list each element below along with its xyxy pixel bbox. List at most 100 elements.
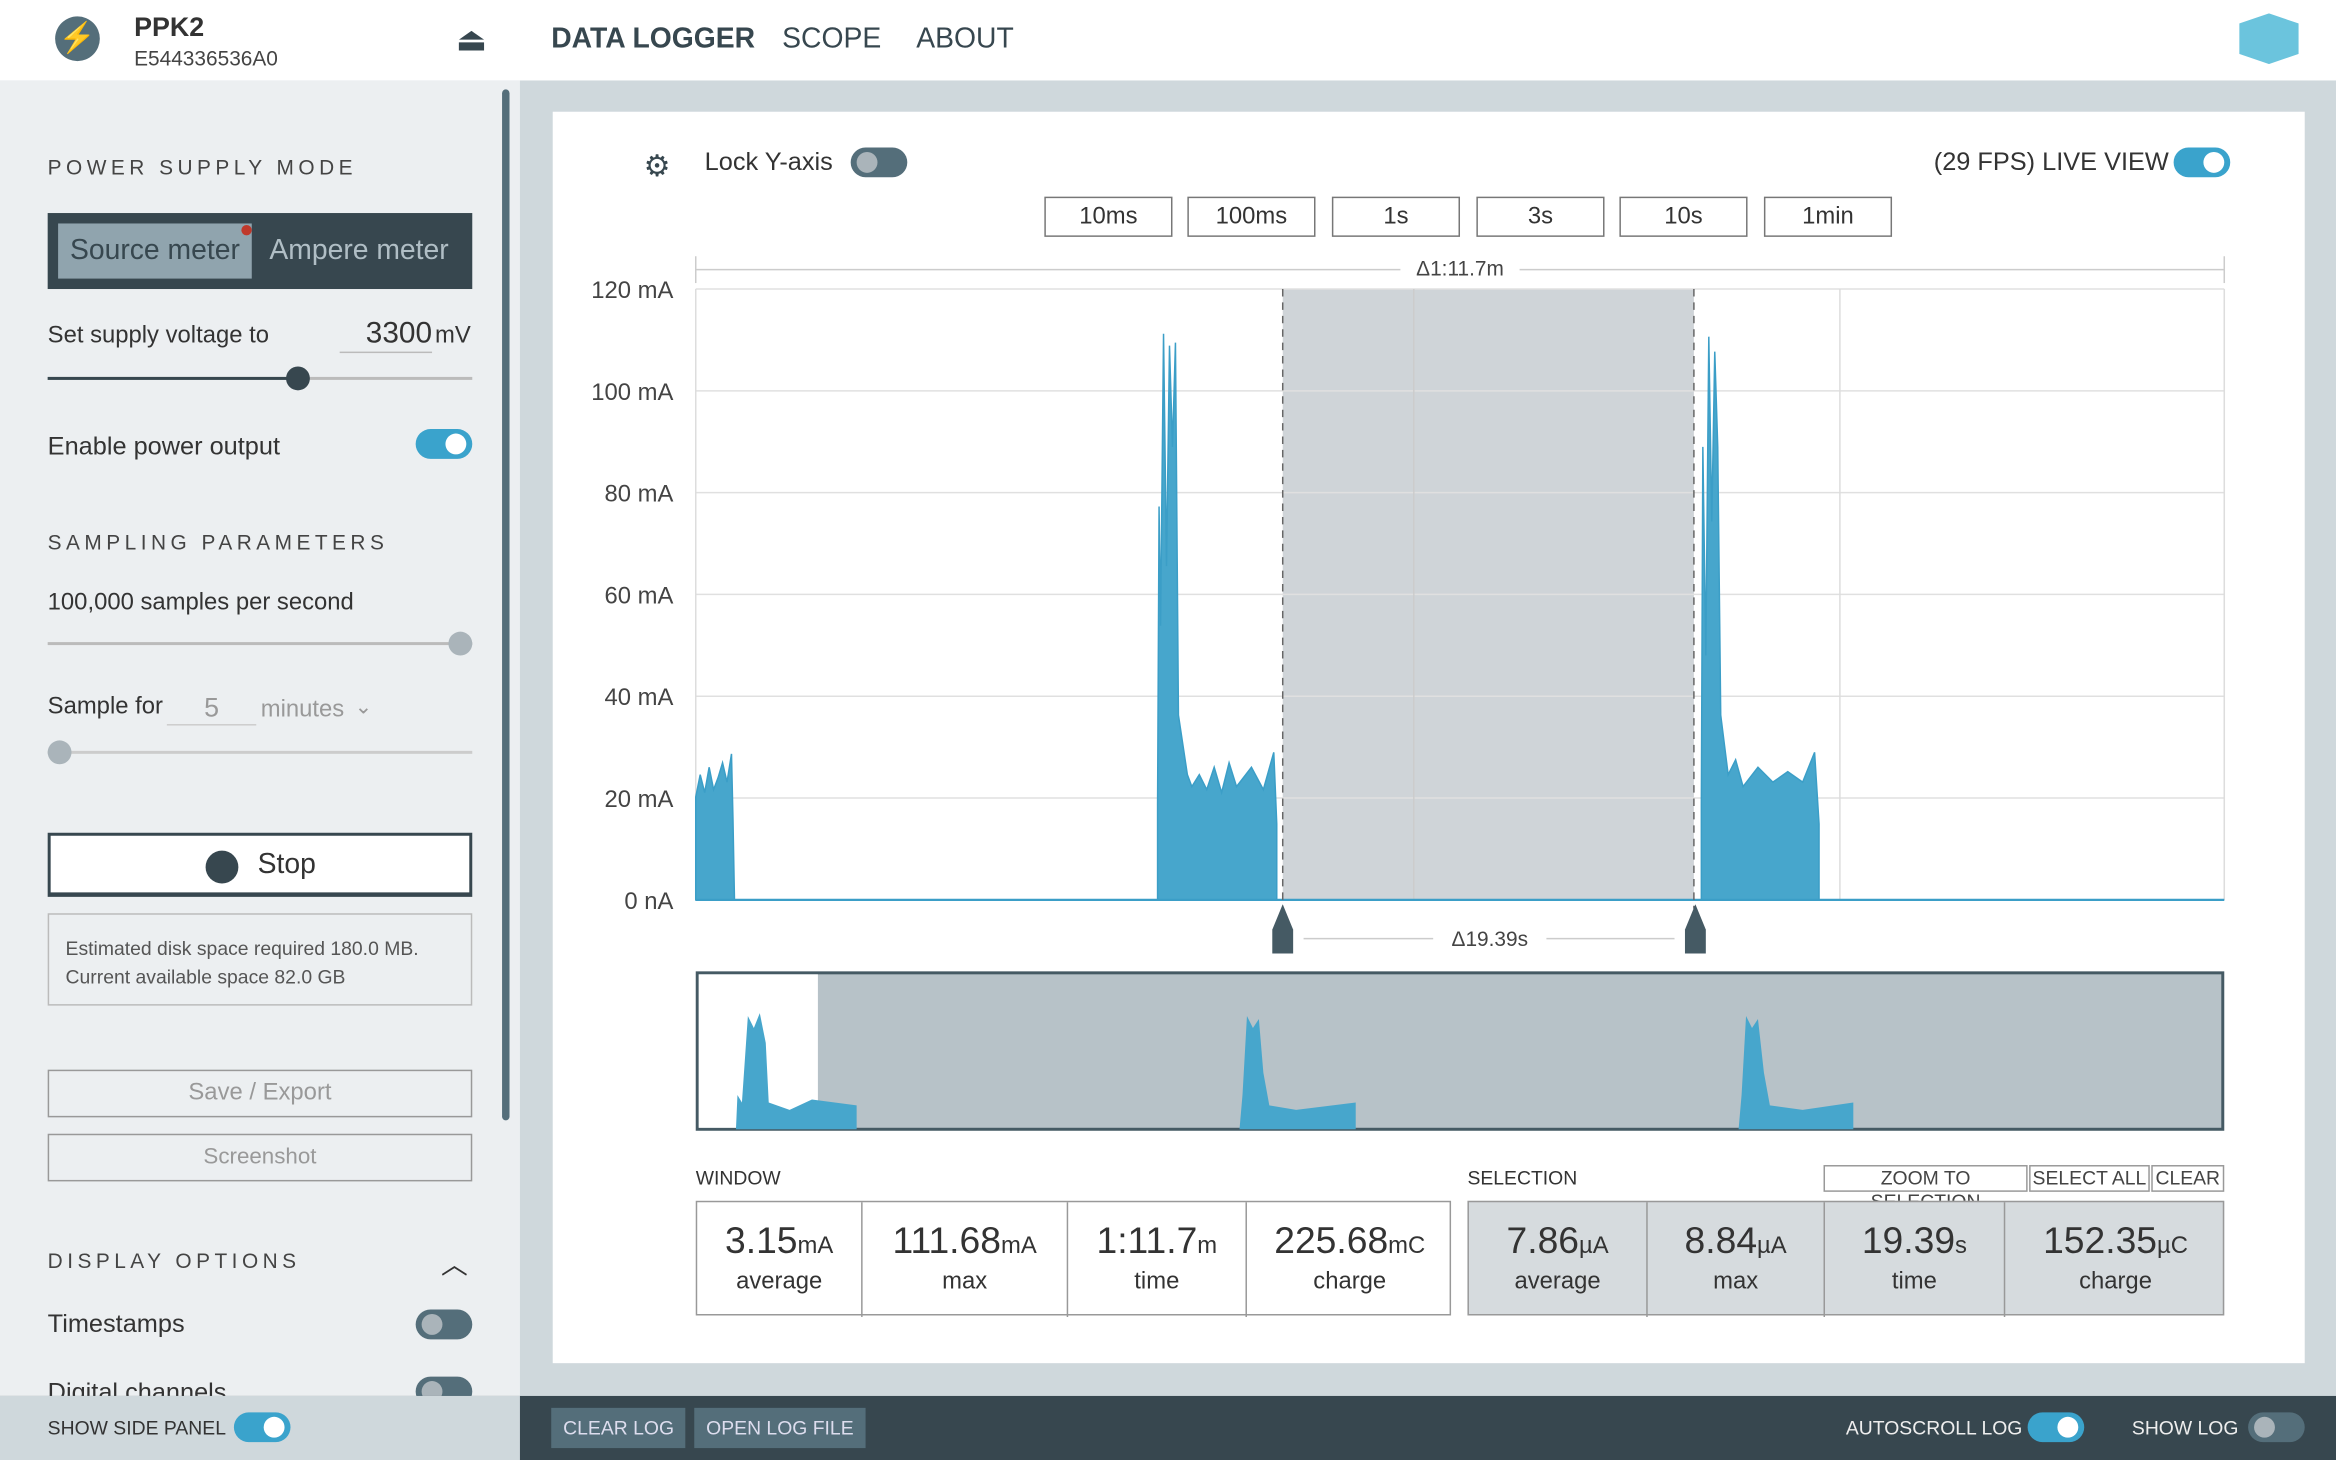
section-title: DISPLAY OPTIONS — [47, 1248, 301, 1273]
mode-button[interactable]: Source meter — [58, 223, 252, 279]
label: AUTOSCROLL LOG — [1845, 1416, 2023, 1440]
stat-value: 7.86µA — [1506, 1220, 1609, 1262]
scrollbar[interactable] — [502, 89, 510, 1121]
window-button[interactable]: 10ms — [1044, 196, 1173, 237]
stat-unit: s — [1955, 1233, 1967, 1259]
button-label: Stop — [257, 849, 316, 881]
stat-cell: 3.15mA average — [697, 1202, 863, 1317]
window-delta: Δ1:11.7m — [1416, 258, 1504, 281]
window-button[interactable]: 10s — [1619, 196, 1748, 237]
stat-label: max — [942, 1269, 988, 1295]
eject-button[interactable]: ⏏ — [455, 20, 487, 59]
slider-thumb[interactable] — [47, 740, 72, 765]
stat-unit: m — [1197, 1233, 1218, 1259]
stat-value: 19.39s — [1861, 1220, 1967, 1262]
stop-icon — [205, 850, 239, 884]
toggle[interactable] — [415, 429, 473, 459]
label: Lock Y-axis — [704, 147, 833, 176]
text: Current available space 82.0 GB — [65, 965, 346, 988]
disk-info: Estimated disk space required 180.0 MB. C… — [47, 913, 473, 1006]
stat-cell: 1:11.7m time — [1068, 1202, 1247, 1317]
cursor-handle[interactable] — [1272, 904, 1294, 954]
y-tick-label: 60 mA — [605, 582, 674, 609]
stat-value: 111.68mA — [892, 1220, 1037, 1262]
window-stats: 3.15mA average 111.68mA max 1:11.7m time 225.6… — [695, 1200, 1453, 1317]
label: 100,000 samples per second — [47, 589, 354, 616]
device-name: PPK2 — [134, 11, 205, 42]
stat-cell: 225.68mC charge — [1247, 1202, 1453, 1317]
zoom-button[interactable]: ZOOM TO SELECTION — [1823, 1165, 2028, 1213]
slider-thumb[interactable] — [448, 631, 473, 656]
nav-tab[interactable]: ABOUT — [916, 23, 1014, 56]
collapse-icon[interactable]: ︿ — [440, 1249, 468, 1280]
stat-cell: 7.86µA average — [1469, 1202, 1648, 1317]
clear-log-button[interactable]: CLEAR LOG — [551, 1407, 686, 1449]
toggle[interactable] — [2248, 1412, 2305, 1443]
y-tick-label: 20 mA — [605, 786, 674, 813]
window-button[interactable]: 1min — [1763, 196, 1893, 237]
stat-cell: 111.68mA max — [863, 1202, 1069, 1317]
unit: mV — [435, 323, 471, 349]
slider-track — [47, 642, 473, 646]
stats-title: SELECTION — [1467, 1166, 1578, 1189]
stat-cell: 152.35µC charge — [2005, 1202, 2225, 1317]
window-button[interactable]: 100ms — [1187, 196, 1316, 237]
toggle[interactable] — [415, 1309, 473, 1340]
unit-select[interactable]: minutes — [260, 697, 345, 723]
nav-tab[interactable]: DATA LOGGER — [551, 23, 756, 56]
label: (29 FPS) LIVE VIEW — [1933, 147, 2169, 176]
window-button[interactable]: 3s — [1476, 196, 1605, 237]
dropdown-arrow: ⌄ — [354, 694, 373, 719]
header — [0, 0, 2336, 81]
stat-unit: mA — [1000, 1233, 1037, 1259]
clear-button[interactable]: CLEAR — [2151, 1165, 2225, 1192]
save-button[interactable]: Save / Export — [47, 1069, 473, 1118]
cursor-handle[interactable] — [1684, 904, 1706, 954]
stat-label: average — [736, 1269, 823, 1295]
toggle[interactable] — [2027, 1412, 2085, 1443]
toggle[interactable] — [233, 1412, 291, 1443]
device-serial: E544336536A0 — [134, 46, 278, 71]
stat-label: max — [1713, 1269, 1759, 1295]
stat-label: average — [1514, 1269, 1601, 1295]
indicator — [241, 224, 252, 236]
stat-unit: µA — [1579, 1233, 1609, 1259]
stat-unit: mA — [797, 1233, 834, 1259]
window-button[interactable]: 1s — [1331, 196, 1461, 237]
nav-tab[interactable]: SCOPE — [782, 23, 882, 56]
text: Estimated disk space required 180.0 MB. — [65, 937, 419, 960]
selection-delta: Δ19.39s — [1452, 928, 1529, 951]
stat-cell: 19.39s time — [1825, 1202, 2006, 1317]
slider-thumb[interactable] — [286, 366, 310, 391]
voltage-input[interactable]: 3300 — [339, 317, 433, 354]
slider-fill — [47, 376, 298, 380]
stat-value: 152.35µC — [2043, 1220, 2188, 1262]
mode-button[interactable]: Ampere meter — [269, 235, 449, 267]
toggle[interactable] — [850, 147, 908, 178]
select-all-button[interactable]: SELECT ALL — [2029, 1165, 2150, 1192]
toggle[interactable] — [2173, 147, 2231, 178]
label: SHOW SIDE PANEL — [47, 1416, 226, 1440]
label: Timestamps — [47, 1309, 185, 1338]
slider-track — [47, 750, 473, 754]
settings-icon[interactable]: ⚙ — [643, 150, 671, 184]
logo — [2239, 13, 2299, 65]
duration-input[interactable]: 5 — [166, 693, 257, 726]
stat-label: charge — [2079, 1269, 2152, 1295]
waveform — [694, 333, 1820, 901]
minimap-trace — [735, 1013, 1854, 1130]
label: SHOW LOG — [2131, 1416, 2239, 1440]
open-log-button[interactable]: OPEN LOG FILE — [694, 1407, 866, 1449]
screenshot-button[interactable]: Screenshot — [47, 1133, 473, 1182]
stat-value: 8.84µA — [1684, 1220, 1787, 1262]
y-tick-label: 0 nA — [624, 888, 673, 915]
stat-label: time — [1891, 1269, 1937, 1295]
stop-button[interactable]: Stop — [47, 832, 473, 897]
y-tick-label: 120 mA — [591, 277, 673, 304]
stat-cell: 8.84µA max — [1648, 1202, 1826, 1317]
section-title: SAMPLING PARAMETERS — [47, 530, 389, 555]
minimap[interactable] — [695, 971, 2225, 1131]
selection-stats: 7.86µA average 8.84µA max 19.39s time 152.35µC… — [1467, 1200, 2225, 1317]
